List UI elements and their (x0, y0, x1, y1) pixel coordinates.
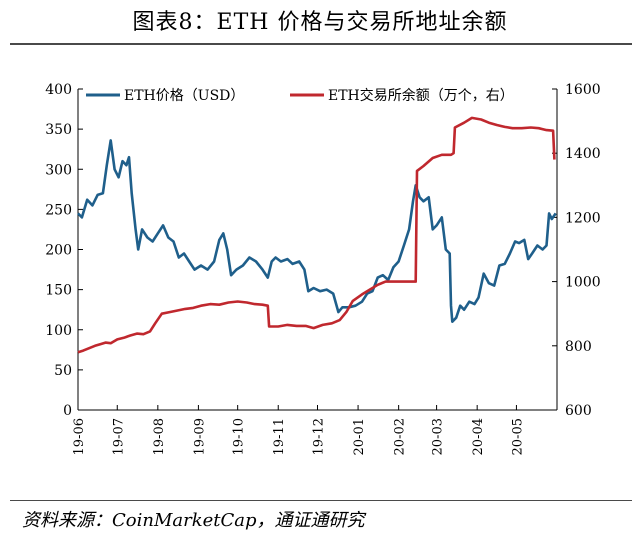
x-tick-label: 19-09 (192, 418, 207, 455)
left-tick-label: 100 (45, 323, 72, 339)
left-tick-label: 250 (45, 202, 72, 218)
eth-price-line (77, 139, 557, 324)
right-tick-label: 1400 (565, 146, 601, 162)
title-divider (10, 43, 632, 45)
left-tick-label: 200 (45, 243, 72, 259)
chart: 0 50 100 150 200 250 300 350 400 600 800 1000 1200 14… (45, 82, 601, 455)
right-tick-label: 1200 (565, 210, 601, 226)
x-tick-label: 20-04 (471, 418, 486, 455)
legend-balance-label: ETH交易所余额（万个，右） (328, 87, 514, 104)
x-tick-label: 19-06 (72, 418, 87, 455)
left-tick-label: 350 (45, 122, 72, 138)
right-tick-label: 1000 (565, 275, 601, 291)
x-tick-label: 20-02 (393, 418, 408, 455)
right-tick-label: 1600 (565, 82, 601, 98)
x-tick-label: 19-07 (111, 418, 126, 455)
legend-price-label: ETH价格（USD） (124, 88, 244, 104)
right-tick-label: 600 (565, 403, 592, 419)
x-tick-label: 19-11 (272, 418, 287, 455)
left-tick-label: 400 (45, 82, 72, 98)
x-tick-label: 20-03 (431, 418, 446, 455)
x-tick-label: 19-12 (312, 418, 327, 455)
left-tick-label: 50 (54, 363, 72, 379)
exchange-balance-line (77, 116, 556, 354)
right-tick-label: 800 (565, 339, 592, 355)
x-tick-label: 19-10 (232, 418, 247, 455)
x-tick-label: 20-01 (352, 418, 367, 455)
left-tick-label: 0 (63, 403, 72, 419)
source-note: 资料来源：CoinMarketCap，通证通研究 (22, 510, 365, 531)
x-tick-label: 20-05 (510, 418, 525, 455)
left-tick-label: 150 (45, 283, 72, 299)
chart-title: 图表8：ETH 价格与交易所地址余额 (132, 10, 508, 35)
left-tick-label: 300 (45, 162, 72, 178)
source-divider (10, 500, 632, 501)
x-tick-label: 19-08 (152, 418, 167, 455)
